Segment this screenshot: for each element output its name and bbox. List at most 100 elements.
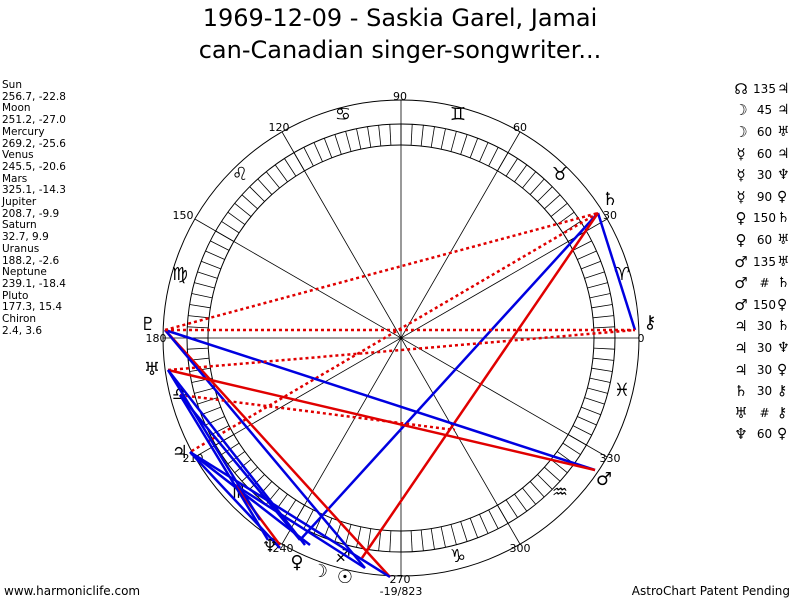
degree-tick xyxy=(284,158,297,177)
degree-tick xyxy=(210,240,230,251)
aspect-row: ☊ 135 ♃ xyxy=(730,78,797,100)
footer-website-link[interactable]: www.harmoniclife.com xyxy=(4,584,141,598)
aspect-planet2-glyph: ♅ xyxy=(777,253,790,270)
degree-tick xyxy=(410,530,413,552)
aspect-planet2-glyph: ♀ xyxy=(777,361,788,378)
degree-tick xyxy=(249,186,265,202)
degree-label: 180 xyxy=(146,332,167,345)
degree-tick xyxy=(266,171,280,189)
degree-tick xyxy=(514,493,528,512)
jupiter-glyph: ♃ xyxy=(172,442,188,463)
degree-tick xyxy=(514,164,528,183)
planet-coords-moon: 251.2, -27.0 xyxy=(2,114,66,127)
planet-coords-saturn: 32.7, 9.9 xyxy=(2,231,49,244)
degree-tick xyxy=(420,125,424,147)
aspect-angle: 30 xyxy=(756,362,773,377)
aspect-row: ♃ 30 ♄ xyxy=(730,316,797,338)
aspect-row: ♃ 30 ♀ xyxy=(730,359,797,381)
aspect-row: ☽ 60 ♅ xyxy=(730,121,797,143)
degree-tick xyxy=(522,171,536,189)
degree-tick xyxy=(592,315,614,319)
aspect-row: ♄ 30 ⚷ xyxy=(730,380,797,402)
degree-tick xyxy=(488,509,499,529)
degree-tick xyxy=(430,528,435,550)
aspect-planet1-glyph: ☿ xyxy=(736,144,746,163)
degree-tick xyxy=(593,347,615,350)
planet-name-moon: Moon xyxy=(2,102,31,115)
aspect-line xyxy=(596,212,637,331)
footer-patent-note: AstroChart Patent Pending xyxy=(631,584,790,598)
degree-tick xyxy=(589,377,611,383)
aspect-planet1-glyph: ☿ xyxy=(736,166,746,185)
degree-tick xyxy=(257,178,273,195)
degree-tick xyxy=(201,406,221,416)
degree-tick xyxy=(505,158,518,177)
degree-tick xyxy=(537,186,553,202)
degree-tick xyxy=(589,293,611,299)
aspect-angle: 30 xyxy=(756,168,773,183)
aspect-line xyxy=(164,328,596,472)
planet-name-uranus: Uranus xyxy=(2,242,40,255)
aspect-angle: # xyxy=(759,405,770,420)
aspect-planet1-glyph: ☿ xyxy=(736,187,746,206)
degree-tick xyxy=(537,474,553,490)
degree-tick xyxy=(191,293,213,299)
chart-title-line2: can-Canadian singer-songwriter... xyxy=(198,36,602,64)
degree-tick xyxy=(479,514,489,534)
aspect-planet2-glyph: ♀ xyxy=(777,426,788,443)
mars-glyph: ♂ xyxy=(596,469,612,490)
degree-tick xyxy=(227,211,246,225)
aspect-line xyxy=(167,328,636,372)
degree-tick xyxy=(356,526,362,548)
aspect-line xyxy=(167,368,596,472)
degree-tick xyxy=(303,147,314,167)
planet-coords-chiron: 2.4, 3.6 xyxy=(2,324,43,337)
aspect-angle: 45 xyxy=(756,103,773,118)
aspect-planet1-glyph: ♂ xyxy=(734,295,748,314)
degree-tick xyxy=(345,524,352,545)
degree-tick xyxy=(550,203,568,217)
degree-tick xyxy=(577,416,597,426)
aspect-line xyxy=(299,212,599,541)
degree-tick xyxy=(544,466,561,482)
degree-tick xyxy=(194,282,215,289)
degree-tick xyxy=(187,326,209,329)
degree-tick xyxy=(378,125,382,147)
degree-tick xyxy=(356,128,362,150)
planet-name-saturn: Saturn xyxy=(2,219,37,232)
aspect-line xyxy=(179,394,301,541)
pluto-glyph: ♇ xyxy=(140,314,156,335)
degree-tick xyxy=(529,481,545,498)
degree-tick xyxy=(389,530,392,552)
degree-label: 90 xyxy=(393,90,407,103)
neptune-glyph: ♆ xyxy=(262,536,278,557)
degree-tick xyxy=(323,518,333,538)
aspect-line xyxy=(179,393,456,432)
degree-label: 270 xyxy=(390,573,411,586)
degree-tick xyxy=(197,397,218,405)
degree-tick xyxy=(479,142,489,162)
planet-name-venus: Venus xyxy=(2,149,34,162)
chart-title-line1: 1969-12-09 - Saskia Garel, Jamai xyxy=(202,4,598,32)
degree-tick xyxy=(469,518,479,538)
aspect-angle: 135 xyxy=(753,254,776,269)
planet-coords-venus: 245.5, -20.6 xyxy=(2,160,66,173)
aspect-planet1-glyph: ♂ xyxy=(734,274,748,293)
degree-tick xyxy=(587,282,608,289)
degree-tick xyxy=(430,126,435,148)
planet-name-sun: Sun xyxy=(2,79,22,91)
planet-coords-mercury: 269.2, -25.6 xyxy=(2,137,66,150)
aspect-line xyxy=(189,451,281,549)
aspect-planet2-glyph: ♃ xyxy=(777,102,790,119)
sun-glyph: ☉ xyxy=(337,567,353,588)
degree-tick xyxy=(450,131,457,152)
aspect-line xyxy=(189,450,391,579)
aspect-row: ☽ 45 ♃ xyxy=(730,100,797,122)
aspect-planet1-glyph: ♄ xyxy=(734,382,748,401)
degree-tick xyxy=(205,250,225,260)
degree-tick xyxy=(201,260,221,270)
aspect-planet2-glyph: ♆ xyxy=(777,339,790,356)
aspect-line xyxy=(234,483,366,570)
degree-tick xyxy=(313,142,323,162)
degree-tick xyxy=(284,499,297,518)
